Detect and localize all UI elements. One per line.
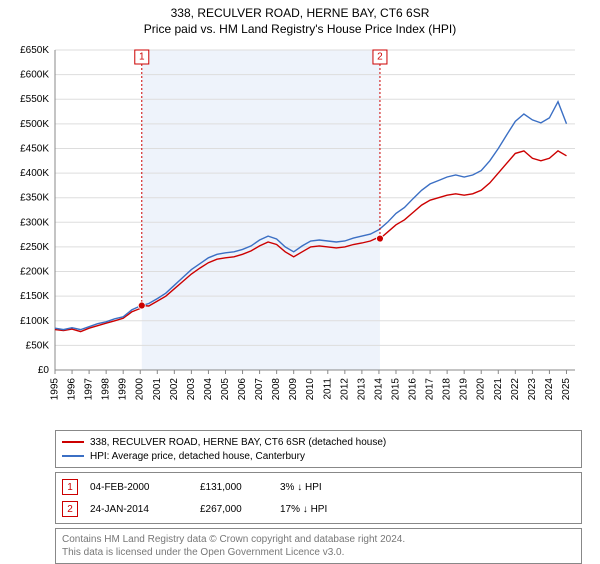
credit: Contains HM Land Registry data © Crown c… [55,528,582,564]
sale-delta: 3% ↓ HPI [280,482,410,493]
chart-subtitle: Price paid vs. HM Land Registry's House … [0,22,600,36]
svg-text:£250K: £250K [20,242,49,253]
svg-text:2009: 2009 [288,378,299,401]
sale-date: 24-JAN-2014 [90,504,200,515]
svg-text:2017: 2017 [425,378,436,401]
sale-marker: 2 [62,501,78,517]
svg-text:2005: 2005 [220,378,231,401]
svg-text:£150K: £150K [20,291,49,302]
svg-text:2024: 2024 [544,378,555,401]
svg-text:2007: 2007 [254,378,265,401]
chart-title-block: 338, RECULVER ROAD, HERNE BAY, CT6 6SR P… [0,0,600,36]
svg-text:2022: 2022 [510,378,521,401]
svg-text:2008: 2008 [271,378,282,401]
svg-text:2006: 2006 [237,378,248,401]
svg-text:2003: 2003 [186,378,197,401]
svg-text:2025: 2025 [561,378,572,401]
sale-delta: 17% ↓ HPI [280,504,410,515]
credit-line: This data is licensed under the Open Gov… [62,546,575,559]
sale-date: 04-FEB-2000 [90,482,200,493]
svg-text:2001: 2001 [152,378,163,401]
chart-container: £0 £50K £100K £150K £200K £250K £300K £350K £400… [0,36,600,426]
svg-text:2013: 2013 [356,378,367,401]
legend-swatch [62,455,84,457]
legend-item: 338, RECULVER ROAD, HERNE BAY, CT6 6SR (… [62,435,575,449]
svg-text:2021: 2021 [493,378,504,401]
legend-label: HPI: Average price, detached house, Cant… [90,451,305,462]
svg-text:1996: 1996 [67,378,78,401]
price-chart: £0 £50K £100K £150K £200K £250K £300K £350K £400… [0,36,600,426]
svg-text:1995: 1995 [50,378,61,401]
svg-text:£50K: £50K [26,340,50,351]
svg-text:1999: 1999 [118,378,129,401]
svg-text:2023: 2023 [527,378,538,401]
svg-text:2000: 2000 [135,378,146,401]
sales-table: 1 04-FEB-2000 £131,000 3% ↓ HPI 2 24-JAN… [55,472,582,524]
svg-text:2011: 2011 [322,378,333,400]
svg-text:£400K: £400K [20,168,49,179]
svg-text:£650K: £650K [20,45,49,56]
svg-text:2010: 2010 [305,378,316,401]
sale-marker: 1 [62,479,78,495]
svg-text:1: 1 [139,52,145,63]
svg-text:£0: £0 [38,365,50,376]
svg-text:£450K: £450K [20,143,49,154]
sale-price: £267,000 [200,504,280,515]
svg-text:£300K: £300K [20,217,49,228]
svg-text:2012: 2012 [339,378,350,401]
svg-text:£600K: £600K [20,70,49,81]
svg-text:£550K: £550K [20,94,49,105]
svg-text:£350K: £350K [20,193,49,204]
legend-swatch [62,441,84,443]
svg-text:2014: 2014 [373,378,384,401]
legend: 338, RECULVER ROAD, HERNE BAY, CT6 6SR (… [55,430,582,468]
svg-text:1997: 1997 [84,378,95,401]
svg-text:1998: 1998 [101,378,112,401]
svg-text:£500K: £500K [20,119,49,130]
chart-title-address: 338, RECULVER ROAD, HERNE BAY, CT6 6SR [0,6,600,20]
sale-price: £131,000 [200,482,280,493]
svg-text:£200K: £200K [20,267,49,278]
svg-text:2004: 2004 [203,378,214,401]
svg-text:2002: 2002 [169,378,180,401]
svg-text:2018: 2018 [442,378,453,401]
svg-text:2020: 2020 [476,378,487,401]
svg-text:£100K: £100K [20,316,49,327]
svg-text:2016: 2016 [408,378,419,401]
svg-text:2015: 2015 [390,378,401,401]
legend-item: HPI: Average price, detached house, Cant… [62,449,575,463]
credit-line: Contains HM Land Registry data © Crown c… [62,533,575,546]
svg-text:2: 2 [377,52,383,63]
svg-text:2019: 2019 [459,378,470,401]
legend-label: 338, RECULVER ROAD, HERNE BAY, CT6 6SR (… [90,437,386,448]
